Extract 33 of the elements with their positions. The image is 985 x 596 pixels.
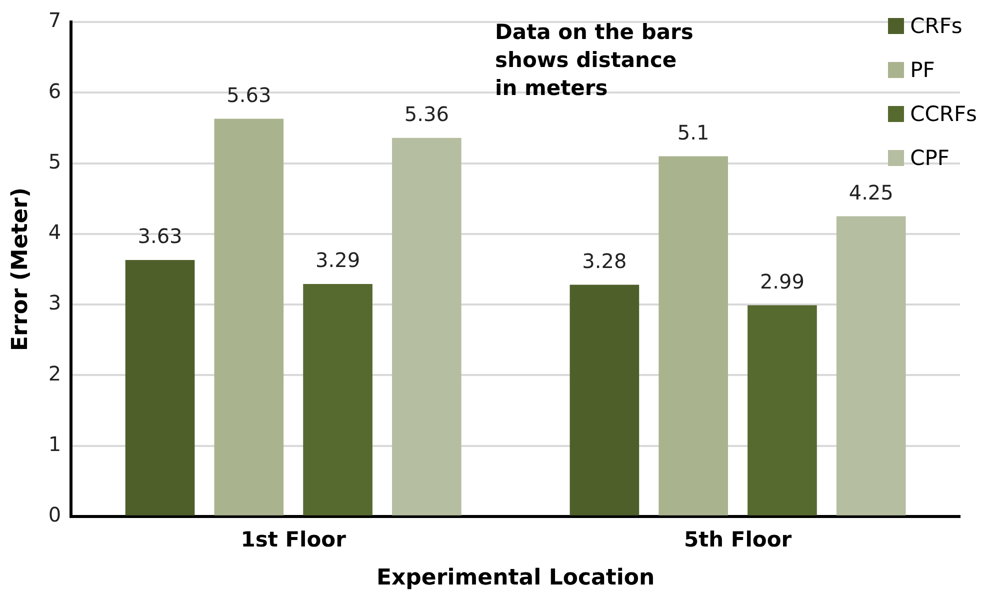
data-label: 3.28 <box>582 248 627 273</box>
data-label: 5.1 <box>677 120 710 144</box>
bar <box>570 284 640 516</box>
y-tick-label: 3 <box>48 290 62 315</box>
legend-label: CRFs <box>910 14 962 38</box>
bar <box>658 156 728 516</box>
x-axis-title: Experimental Location <box>376 566 655 591</box>
legend-label: CPF <box>910 146 950 170</box>
y-tick-label: 7 <box>48 8 62 32</box>
legend-label: PF <box>910 58 935 82</box>
bar <box>125 260 195 516</box>
annotation: Data on the bars shows distance in meters <box>495 19 694 102</box>
y-tick-label: 2 <box>48 361 62 386</box>
data-label: 4.25 <box>848 180 894 204</box>
bar <box>303 284 372 516</box>
x-tick-label: 5th Floor <box>684 527 792 552</box>
data-label: 3.63 <box>138 224 182 248</box>
x-tick-label: 1st Floor <box>240 527 347 552</box>
y-tick-label: 1 <box>48 432 62 456</box>
bar <box>392 138 462 516</box>
data-label: 5.36 <box>404 102 449 126</box>
data-label: 5.63 <box>226 82 272 107</box>
y-axis-title: Error (Meter) <box>8 187 33 351</box>
y-tick-label: 6 <box>48 78 62 103</box>
data-label: 3.29 <box>316 248 360 272</box>
bar <box>748 305 817 516</box>
y-tick-label: 4 <box>48 220 62 244</box>
data-label: 2.99 <box>760 269 804 294</box>
y-tick-label: 5 <box>48 149 62 174</box>
legend-label: CCRFs <box>910 102 977 126</box>
bar <box>214 118 284 516</box>
y-tick-label: 0 <box>48 502 62 527</box>
bar <box>836 216 906 516</box>
